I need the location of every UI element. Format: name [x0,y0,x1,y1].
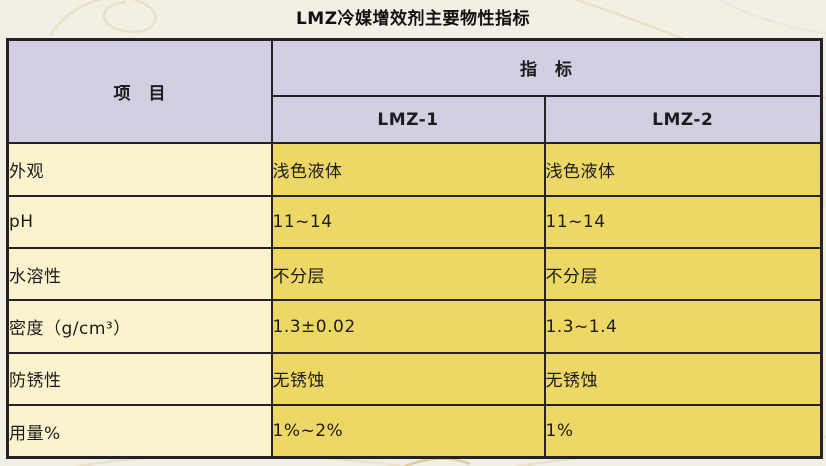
header-lmz2-cell: LMZ-2 [543,94,823,145]
row-label: 防锈性 [6,351,273,407]
lmz2-value: 1.3~1.4 [543,299,823,354]
table-row-appearance: 外观 浅色液体 浅色液体 [6,142,823,197]
header-item-cell: 项 目 [6,38,273,145]
lmz1-value: 不分层 [270,246,546,302]
header-row-indicator: 项 目 指 标 [6,38,823,145]
table-row-dosage: 用量% 1%~2% 1% [6,404,823,459]
table-row-ph: pH 11~14 11~14 [6,194,823,249]
lmz1-value: 1%~2% [270,404,546,459]
lmz1-value: 1.3±0.02 [270,299,546,354]
header-indicator-cell: 指 标 [270,38,823,97]
row-label: 用量% [6,404,273,459]
lmz1-value: 11~14 [270,194,546,249]
lmz2-value: 浅色液体 [543,142,823,197]
table-row-density: 密度（g/cm³） 1.3±0.02 1.3~1.4 [6,299,823,354]
table-row-water-solubility: 水溶性 不分层 不分层 [6,246,823,302]
lmz1-value: 浅色液体 [270,142,546,197]
lmz2-value: 不分层 [543,246,823,302]
lmz2-value: 1% [543,404,823,459]
lmz2-value: 无锈蚀 [543,351,823,407]
row-label: 密度（g/cm³） [6,299,273,354]
lmz2-value: 11~14 [543,194,823,249]
header-row-products: LMZ-1 LMZ-2 [8,94,823,145]
row-label: 外观 [6,142,273,197]
properties-table: 项 目 指 标 LMZ-1 LMZ-2 外观 浅色液体 浅色液体 pH 11~1… [6,38,823,459]
lmz1-value: 无锈蚀 [270,351,546,407]
table-title: LMZ冷媒增效剂主要物性指标 [295,9,531,29]
row-label: pH [6,194,273,249]
row-label: 水溶性 [6,246,273,302]
header-lmz1-cell: LMZ-1 [270,94,546,145]
table-row-rust-prevention: 防锈性 无锈蚀 无锈蚀 [6,351,823,407]
